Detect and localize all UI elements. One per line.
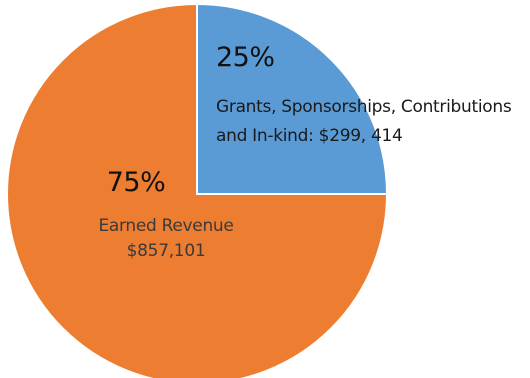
slice-grants-percent-label: 25%	[216, 42, 275, 73]
slice-earned-label-line-1: Earned Revenue	[98, 216, 233, 236]
pie-slice-earned-revenue	[6, 2, 389, 378]
slice-grants-label-line-1: Grants, Sponsorships, Contributions	[216, 97, 512, 117]
slice-grants-label-line-2: and In-kind: $299, 414	[216, 126, 403, 146]
slice-earned-label-line-2: $857,101	[127, 241, 206, 261]
pie-slices	[6, 2, 389, 378]
slice-earned-percent-label: 75%	[107, 167, 166, 198]
pie-slice-grants	[196, 2, 389, 195]
